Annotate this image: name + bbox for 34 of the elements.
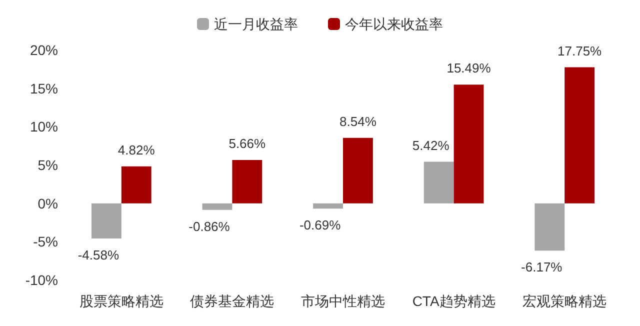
- legend-label: 近一月收益率: [214, 16, 298, 32]
- bar: [534, 203, 565, 251]
- data-label: -0.69%: [299, 218, 342, 233]
- y-tick-label: 0%: [38, 195, 58, 212]
- data-label: 5.66%: [228, 136, 266, 151]
- data-label: 5.42%: [412, 138, 450, 153]
- data-label: 17.75%: [558, 43, 602, 58]
- x-tick-label: CTA趋势精选: [412, 293, 496, 309]
- y-tick-label: -5%: [33, 234, 58, 250]
- x-tick-label: 债券基金精选: [190, 293, 274, 309]
- bar: [564, 67, 595, 204]
- bar: [202, 203, 232, 210]
- y-tick-label: -10%: [25, 272, 58, 288]
- data-label: 15.49%: [446, 60, 492, 76]
- data-label: 8.54%: [340, 114, 377, 129]
- bar: [424, 162, 454, 204]
- x-tick-label: 宏观策略精选: [522, 293, 607, 309]
- y-tick-label: 10%: [30, 118, 58, 135]
- data-label: -0.86%: [188, 218, 230, 234]
- data-label: -6.17%: [521, 260, 563, 275]
- x-tick-label: 股票策略精选: [79, 293, 164, 309]
- bar: [313, 203, 343, 209]
- bar: [91, 203, 122, 238]
- data-label: 4.82%: [118, 142, 156, 158]
- y-tick-label: 5%: [38, 157, 58, 173]
- x-tick-label: 市场中性精选: [301, 293, 385, 309]
- bar: [121, 166, 152, 204]
- data-label: -4.58%: [78, 247, 120, 262]
- legend-label: 今年以来收益率: [345, 16, 443, 32]
- y-tick-label: 20%: [30, 42, 58, 58]
- y-tick-label: 15%: [30, 80, 58, 96]
- bar: [343, 138, 373, 204]
- bar: [232, 160, 262, 204]
- bar: [454, 84, 484, 204]
